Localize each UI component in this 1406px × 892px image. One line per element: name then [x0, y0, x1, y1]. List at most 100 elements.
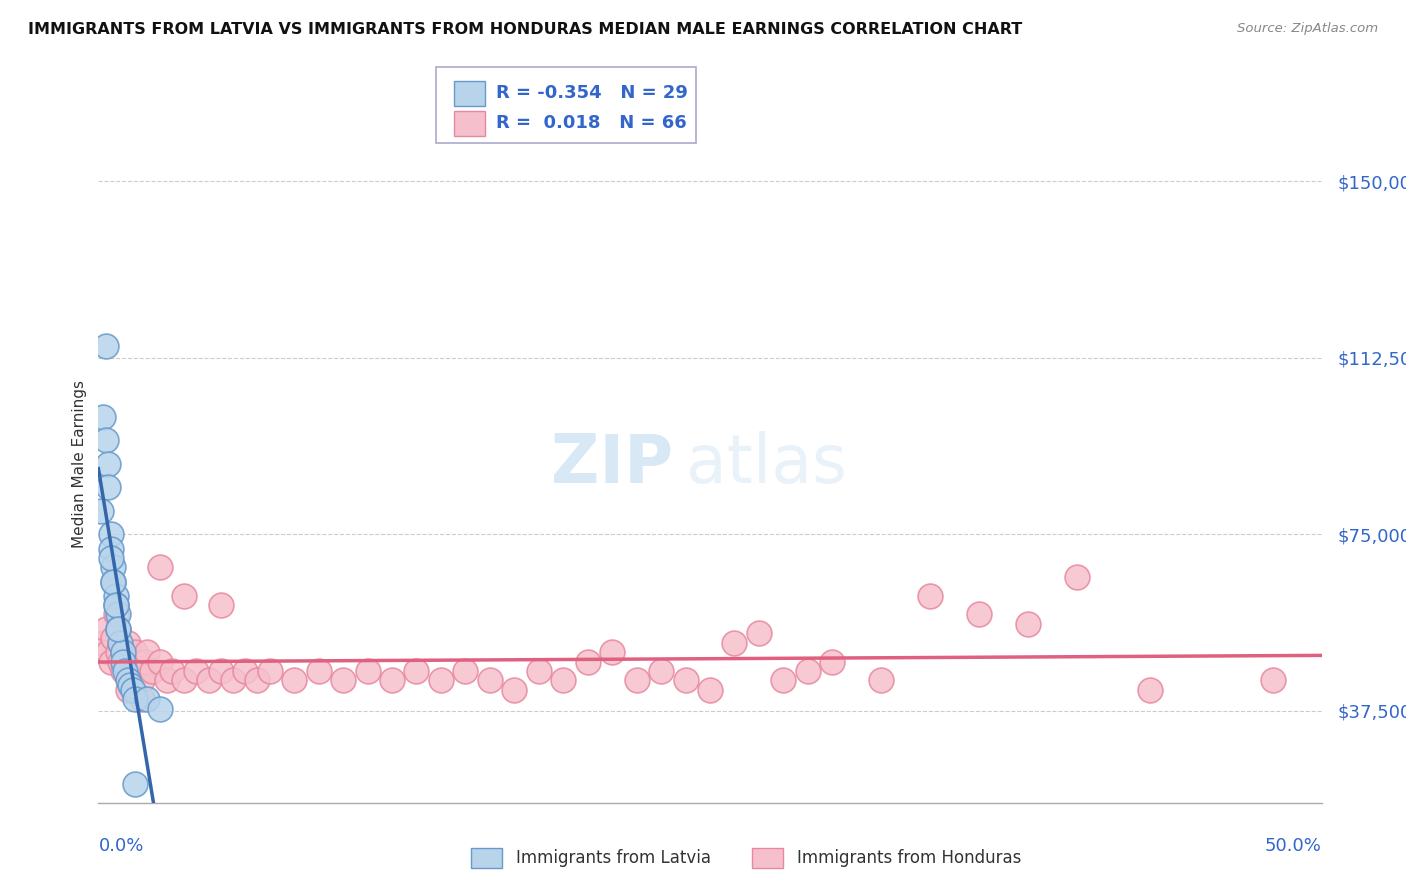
Point — [111, 655, 134, 669]
Point — [209, 664, 232, 678]
Point — [503, 682, 526, 697]
Point — [149, 655, 172, 669]
Point — [121, 682, 143, 697]
Point — [100, 527, 122, 541]
Point — [149, 701, 172, 715]
Point — [124, 692, 146, 706]
Point — [91, 409, 114, 424]
Text: Source: ZipAtlas.com: Source: ZipAtlas.com — [1237, 22, 1378, 36]
Point — [748, 626, 770, 640]
Y-axis label: Median Male Earnings: Median Male Earnings — [72, 380, 87, 548]
Point — [149, 560, 172, 574]
Point — [141, 664, 163, 678]
Point — [90, 504, 112, 518]
Point — [94, 434, 117, 448]
Point — [1261, 673, 1284, 688]
Point — [104, 598, 127, 612]
Point — [870, 673, 893, 688]
Point — [1017, 616, 1039, 631]
Point — [107, 607, 129, 622]
Point — [131, 692, 153, 706]
Point — [111, 645, 134, 659]
Text: R =  0.018   N = 66: R = 0.018 N = 66 — [496, 114, 688, 132]
Point — [114, 664, 136, 678]
Point — [114, 645, 136, 659]
Point — [381, 673, 404, 688]
Point — [107, 622, 129, 636]
Point — [94, 339, 117, 353]
Text: atlas: atlas — [686, 431, 846, 497]
Point — [797, 664, 820, 678]
Point — [246, 673, 269, 688]
Point — [454, 664, 477, 678]
Point — [101, 574, 124, 589]
Point — [117, 636, 139, 650]
Point — [186, 664, 208, 678]
Point — [160, 664, 183, 678]
Point — [1066, 570, 1088, 584]
Point — [121, 664, 143, 678]
Point — [97, 645, 120, 659]
Point — [107, 622, 129, 636]
Point — [723, 636, 745, 650]
Point — [1139, 682, 1161, 697]
Point — [405, 664, 427, 678]
Point — [120, 678, 142, 692]
Point — [650, 664, 672, 678]
Point — [120, 655, 142, 669]
Text: Immigrants from Latvia: Immigrants from Latvia — [516, 849, 711, 867]
Point — [104, 589, 127, 603]
Point — [117, 673, 139, 688]
Point — [110, 636, 132, 650]
Point — [97, 480, 120, 494]
Point — [100, 551, 122, 566]
Point — [173, 673, 195, 688]
Point — [136, 645, 159, 659]
Point — [576, 655, 599, 669]
Point — [356, 664, 378, 678]
Point — [553, 673, 575, 688]
Point — [308, 664, 330, 678]
Point — [283, 673, 305, 688]
Point — [967, 607, 990, 622]
Text: ZIP: ZIP — [551, 431, 673, 497]
Point — [430, 673, 453, 688]
Text: IMMIGRANTS FROM LATVIA VS IMMIGRANTS FROM HONDURAS MEDIAN MALE EARNINGS CORRELAT: IMMIGRANTS FROM LATVIA VS IMMIGRANTS FRO… — [28, 22, 1022, 37]
Point — [772, 673, 794, 688]
Point — [127, 655, 149, 669]
Point — [699, 682, 721, 697]
Point — [156, 673, 179, 688]
Point — [117, 682, 139, 697]
Point — [600, 645, 623, 659]
Point — [101, 574, 124, 589]
Point — [110, 655, 132, 669]
Point — [920, 589, 942, 603]
Point — [107, 645, 129, 659]
Point — [222, 673, 245, 688]
Point — [124, 777, 146, 791]
Point — [101, 631, 124, 645]
Point — [209, 598, 232, 612]
Point — [136, 692, 159, 706]
Point — [332, 673, 354, 688]
Point — [97, 457, 120, 471]
Point — [259, 664, 281, 678]
Point — [173, 589, 195, 603]
Point — [101, 560, 124, 574]
Point — [478, 673, 501, 688]
Point — [100, 655, 122, 669]
Point — [626, 673, 648, 688]
Point — [527, 664, 550, 678]
Text: Immigrants from Honduras: Immigrants from Honduras — [797, 849, 1022, 867]
Point — [129, 664, 152, 678]
Point — [197, 673, 219, 688]
Text: R = -0.354   N = 29: R = -0.354 N = 29 — [496, 84, 688, 102]
Point — [233, 664, 256, 678]
Point — [134, 655, 156, 669]
Point — [91, 636, 114, 650]
Point — [675, 673, 697, 688]
Point — [124, 645, 146, 659]
Point — [131, 673, 153, 688]
Point — [94, 622, 117, 636]
Point — [100, 541, 122, 556]
